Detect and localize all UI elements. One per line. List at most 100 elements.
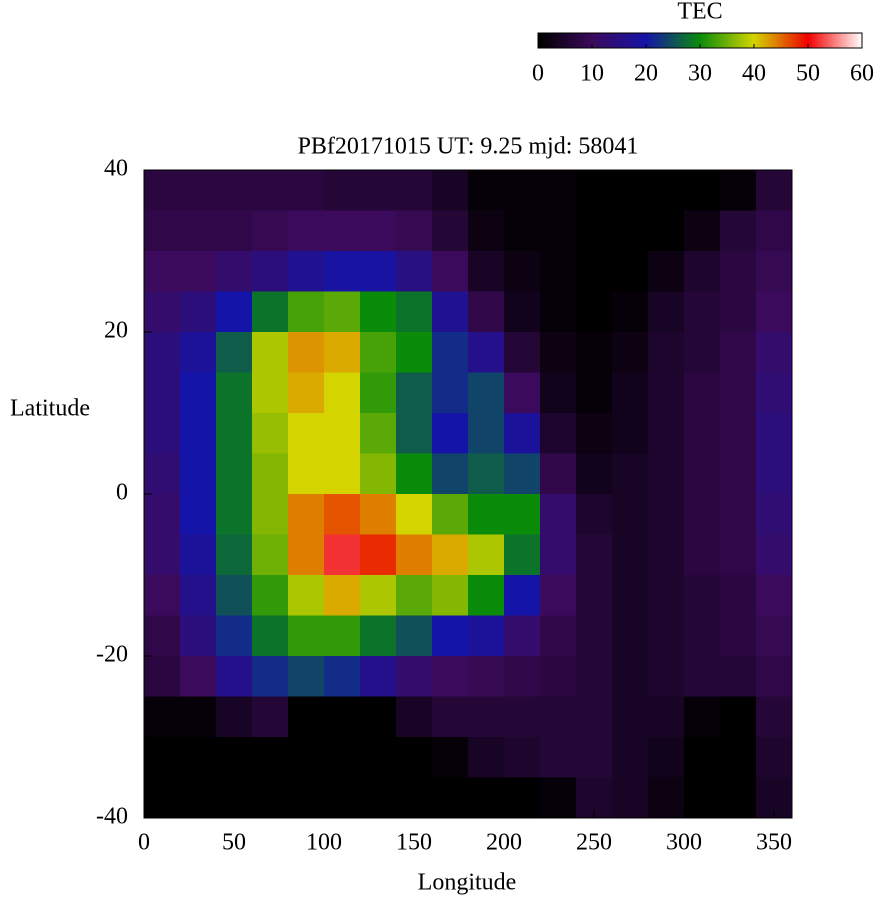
heat-cell <box>684 251 721 292</box>
heat-cell <box>684 210 721 252</box>
heat-cell <box>144 413 181 454</box>
heat-cell <box>180 737 217 778</box>
heat-cell <box>216 210 253 252</box>
heat-cell <box>468 696 505 738</box>
colorbar-tick-label: 30 <box>688 61 712 87</box>
heat-cell <box>540 575 577 616</box>
heat-cell <box>756 696 793 738</box>
heat-cell <box>432 777 469 819</box>
y-tick-label: -40 <box>96 804 128 830</box>
heat-cell <box>756 372 793 414</box>
heat-cell <box>468 453 505 495</box>
heat-cell <box>432 251 469 292</box>
heat-cell <box>144 453 181 495</box>
heat-cell <box>720 291 757 333</box>
heat-cell <box>468 291 505 333</box>
heat-cell <box>324 170 361 211</box>
heat-cell <box>720 251 757 292</box>
heat-cell <box>540 453 577 495</box>
heat-cell <box>504 737 541 778</box>
heat-cell <box>360 575 397 616</box>
heat-cell <box>432 696 469 738</box>
heat-cell <box>180 615 217 657</box>
heat-cell <box>720 453 757 495</box>
heat-cell <box>648 251 685 292</box>
heat-cell <box>756 615 793 657</box>
heat-cell <box>180 494 217 535</box>
heat-cell <box>612 696 649 738</box>
heat-cell <box>432 453 469 495</box>
heat-cell <box>756 737 793 778</box>
heat-cell <box>612 170 649 211</box>
heat-cell <box>324 575 361 616</box>
heat-cell <box>720 413 757 454</box>
heat-cell <box>504 615 541 657</box>
heat-cell <box>216 453 253 495</box>
heat-cell <box>612 656 649 697</box>
heat-cell <box>720 696 757 738</box>
heat-cell <box>540 534 577 576</box>
heat-cell <box>468 534 505 576</box>
heat-cell <box>324 494 361 535</box>
chart-title: PBf20171015 UT: 9.25 mjd: 58041 <box>298 134 639 160</box>
colorbar-tick-label: 20 <box>634 61 658 87</box>
heat-cell <box>540 291 577 333</box>
heat-cell <box>288 453 325 495</box>
heat-cell <box>540 372 577 414</box>
heat-cell <box>288 372 325 414</box>
heat-cell <box>720 777 757 819</box>
heat-cell <box>252 777 289 819</box>
x-tick-label: 50 <box>222 830 246 856</box>
heat-cell <box>612 777 649 819</box>
heat-cell <box>180 372 217 414</box>
heat-cell <box>252 737 289 778</box>
heat-cell <box>396 575 433 616</box>
heat-cell <box>576 372 613 414</box>
heat-cell <box>684 696 721 738</box>
heat-cell <box>288 575 325 616</box>
x-tick-label: 200 <box>486 830 522 856</box>
heat-cell <box>504 575 541 616</box>
heat-cell <box>504 332 541 373</box>
heat-cell <box>576 534 613 576</box>
heat-cell <box>648 656 685 697</box>
heat-cell <box>504 696 541 738</box>
heat-cell <box>216 615 253 657</box>
heat-cell <box>468 575 505 616</box>
heat-cell <box>576 575 613 616</box>
heat-cell <box>504 372 541 414</box>
heat-cell <box>612 413 649 454</box>
y-tick-label: -20 <box>96 642 128 668</box>
heat-cell <box>360 251 397 292</box>
heat-cell <box>648 534 685 576</box>
heat-cell <box>684 372 721 414</box>
heat-cell <box>648 696 685 738</box>
heat-cell <box>144 737 181 778</box>
heat-cell <box>360 615 397 657</box>
heat-cell <box>396 210 433 252</box>
heat-cell <box>432 534 469 576</box>
heat-cell <box>144 291 181 333</box>
heat-cell <box>576 170 613 211</box>
heat-cell <box>360 453 397 495</box>
heat-cell <box>324 251 361 292</box>
heat-cell <box>288 737 325 778</box>
heat-cell <box>468 737 505 778</box>
heat-cell <box>432 615 469 657</box>
heat-cell <box>504 291 541 333</box>
heat-cell <box>576 656 613 697</box>
heat-cell <box>288 656 325 697</box>
heat-cell <box>252 494 289 535</box>
heat-cell <box>288 413 325 454</box>
heat-cell <box>720 170 757 211</box>
heat-cell <box>432 210 469 252</box>
heat-cell <box>576 413 613 454</box>
heat-cell <box>432 656 469 697</box>
colorbar-title: TEC <box>677 0 722 25</box>
x-tick-label: 250 <box>576 830 612 856</box>
heat-cell <box>684 494 721 535</box>
heat-cell <box>684 534 721 576</box>
heat-cell <box>540 170 577 211</box>
heat-cell <box>324 615 361 657</box>
heat-cell <box>720 737 757 778</box>
